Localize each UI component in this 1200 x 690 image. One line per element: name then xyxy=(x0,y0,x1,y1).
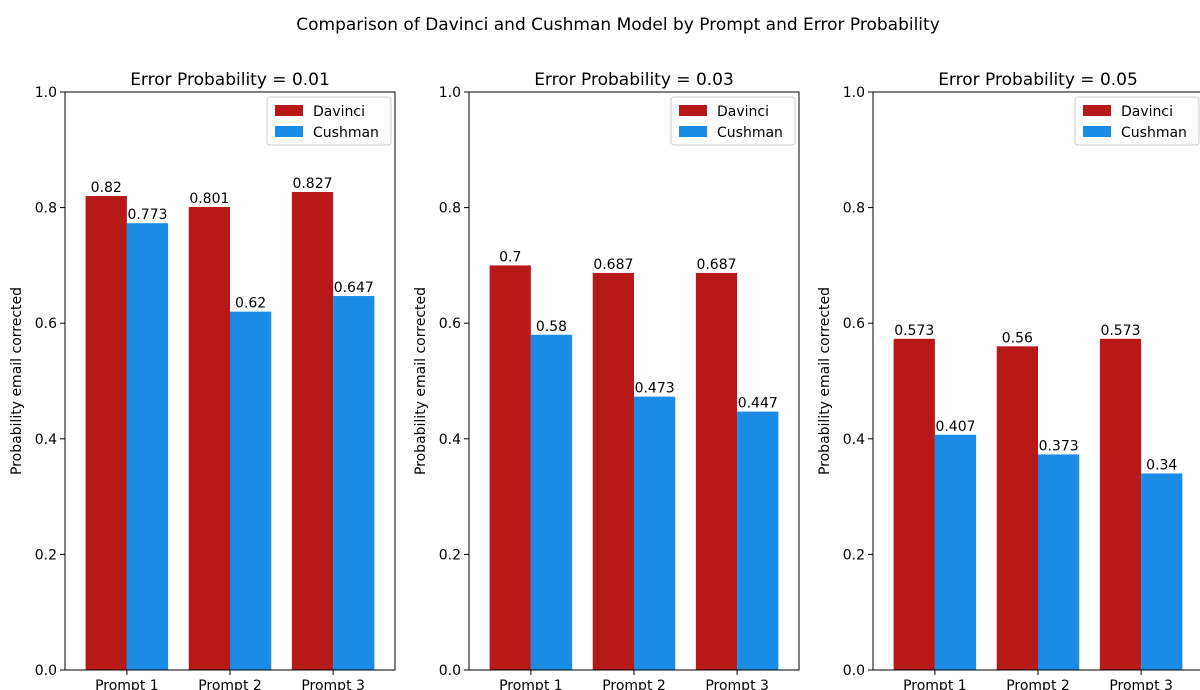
legend-label-davinci: Davinci xyxy=(717,104,769,120)
y-tick-label: 1.0 xyxy=(439,85,461,101)
legend-label-cushman: Cushman xyxy=(1121,125,1187,141)
y-tick-label: 0.8 xyxy=(439,201,461,217)
x-tick-label: Prompt 2 xyxy=(1006,678,1070,690)
y-tick-label: 0.6 xyxy=(439,316,461,332)
legend-swatch-davinci xyxy=(679,105,707,116)
y-tick-label: 0.0 xyxy=(843,663,865,679)
y-tick-label: 0.0 xyxy=(439,663,461,679)
legend-label-cushman: Cushman xyxy=(313,125,379,141)
y-axis-label: Probability email corrected xyxy=(817,287,833,475)
bar-cushman-3 xyxy=(1141,473,1183,670)
y-tick-label: 0.8 xyxy=(843,201,865,217)
y-tick-label: 0.8 xyxy=(35,201,57,217)
legend-label-cushman: Cushman xyxy=(717,125,783,141)
y-tick-label: 0.4 xyxy=(439,432,461,448)
figure-title: Comparison of Davinci and Cushman Model … xyxy=(296,15,940,35)
data-label: 0.447 xyxy=(738,396,778,412)
y-tick-label: 0.6 xyxy=(35,316,57,332)
bar-davinci-1 xyxy=(489,265,531,670)
legend: Davinci Cushman xyxy=(1074,96,1200,146)
data-label: 0.82 xyxy=(91,180,122,196)
y-tick-label: 0.2 xyxy=(843,547,865,563)
chart-panel-2: Error Probability = 0.03 Probability emai… xyxy=(413,70,800,690)
y-tick-label: 0.6 xyxy=(843,316,865,332)
chart-panel-3: Error Probability = 0.05 Probability emai… xyxy=(817,70,1200,690)
data-label: 0.647 xyxy=(334,280,374,296)
data-label: 0.7 xyxy=(499,249,521,265)
axes-frame xyxy=(872,91,1200,671)
data-label: 0.573 xyxy=(1100,323,1140,339)
bar-davinci-2 xyxy=(592,272,634,670)
panels: Error Probability = 0.01 Probability emai… xyxy=(9,70,1200,690)
data-label: 0.34 xyxy=(1146,457,1177,473)
bar-cushman-2 xyxy=(230,311,272,670)
data-label: 0.773 xyxy=(127,207,167,223)
data-label: 0.573 xyxy=(894,323,934,339)
axes-frame xyxy=(468,91,800,671)
data-label: 0.473 xyxy=(635,381,675,397)
x-tick-label: Prompt 1 xyxy=(903,678,967,690)
bar-davinci-2 xyxy=(996,346,1038,670)
y-tick-label: 1.0 xyxy=(35,85,57,101)
axes-frame xyxy=(64,91,396,671)
bar-davinci-3 xyxy=(695,272,738,670)
legend-swatch-davinci xyxy=(275,105,303,116)
panel-title: Error Probability = 0.05 xyxy=(938,70,1138,90)
legend: Davinci Cushman xyxy=(266,96,392,146)
y-tick-label: 0.4 xyxy=(35,432,57,448)
x-tick-label: Prompt 3 xyxy=(1109,678,1173,690)
bar-cushman-1 xyxy=(934,434,977,670)
data-label: 0.373 xyxy=(1039,438,1079,454)
bar-davinci-3 xyxy=(291,191,334,670)
chart-panel-1: Error Probability = 0.01 Probability emai… xyxy=(9,70,396,690)
x-tick-label: Prompt 3 xyxy=(301,678,365,690)
y-tick-label: 0.4 xyxy=(843,432,865,448)
data-label: 0.801 xyxy=(189,191,229,207)
data-label: 0.827 xyxy=(292,176,332,192)
legend-label-davinci: Davinci xyxy=(1121,104,1173,120)
bar-davinci-1 xyxy=(85,196,127,671)
data-label: 0.62 xyxy=(235,296,266,312)
y-axis-label: Probability email corrected xyxy=(9,287,25,475)
legend: Davinci Cushman xyxy=(670,96,796,146)
bar-cushman-3 xyxy=(737,411,779,670)
legend-label-davinci: Davinci xyxy=(313,104,365,120)
bar-davinci-2 xyxy=(188,207,230,670)
bar-davinci-1 xyxy=(893,338,935,670)
y-axis-label: Probability email corrected xyxy=(413,287,429,475)
bar-cushman-2 xyxy=(634,396,676,670)
data-label: 0.56 xyxy=(1002,330,1033,346)
panel-title: Error Probability = 0.01 xyxy=(130,70,330,90)
data-label: 0.687 xyxy=(696,257,736,273)
bar-cushman-1 xyxy=(530,334,573,670)
x-tick-label: Prompt 1 xyxy=(95,678,159,690)
data-label: 0.687 xyxy=(593,257,633,273)
x-tick-label: Prompt 3 xyxy=(705,678,769,690)
legend-swatch-cushman xyxy=(679,126,707,137)
legend-swatch-cushman xyxy=(1083,126,1111,137)
bar-cushman-1 xyxy=(126,223,169,670)
data-label: 0.407 xyxy=(935,419,975,435)
x-tick-label: Prompt 2 xyxy=(602,678,666,690)
y-tick-label: 0.0 xyxy=(35,663,57,679)
y-tick-label: 1.0 xyxy=(843,85,865,101)
bar-cushman-2 xyxy=(1038,454,1080,670)
bar-cushman-3 xyxy=(333,296,375,670)
x-tick-label: Prompt 1 xyxy=(499,678,563,690)
x-tick-label: Prompt 2 xyxy=(198,678,262,690)
y-tick-label: 0.2 xyxy=(35,547,57,563)
legend-swatch-davinci xyxy=(1083,105,1111,116)
legend-swatch-cushman xyxy=(275,126,303,137)
y-tick-label: 0.2 xyxy=(439,547,461,563)
data-label: 0.58 xyxy=(536,319,567,335)
bar-davinci-3 xyxy=(1099,338,1142,670)
panel-title: Error Probability = 0.03 xyxy=(534,70,734,90)
